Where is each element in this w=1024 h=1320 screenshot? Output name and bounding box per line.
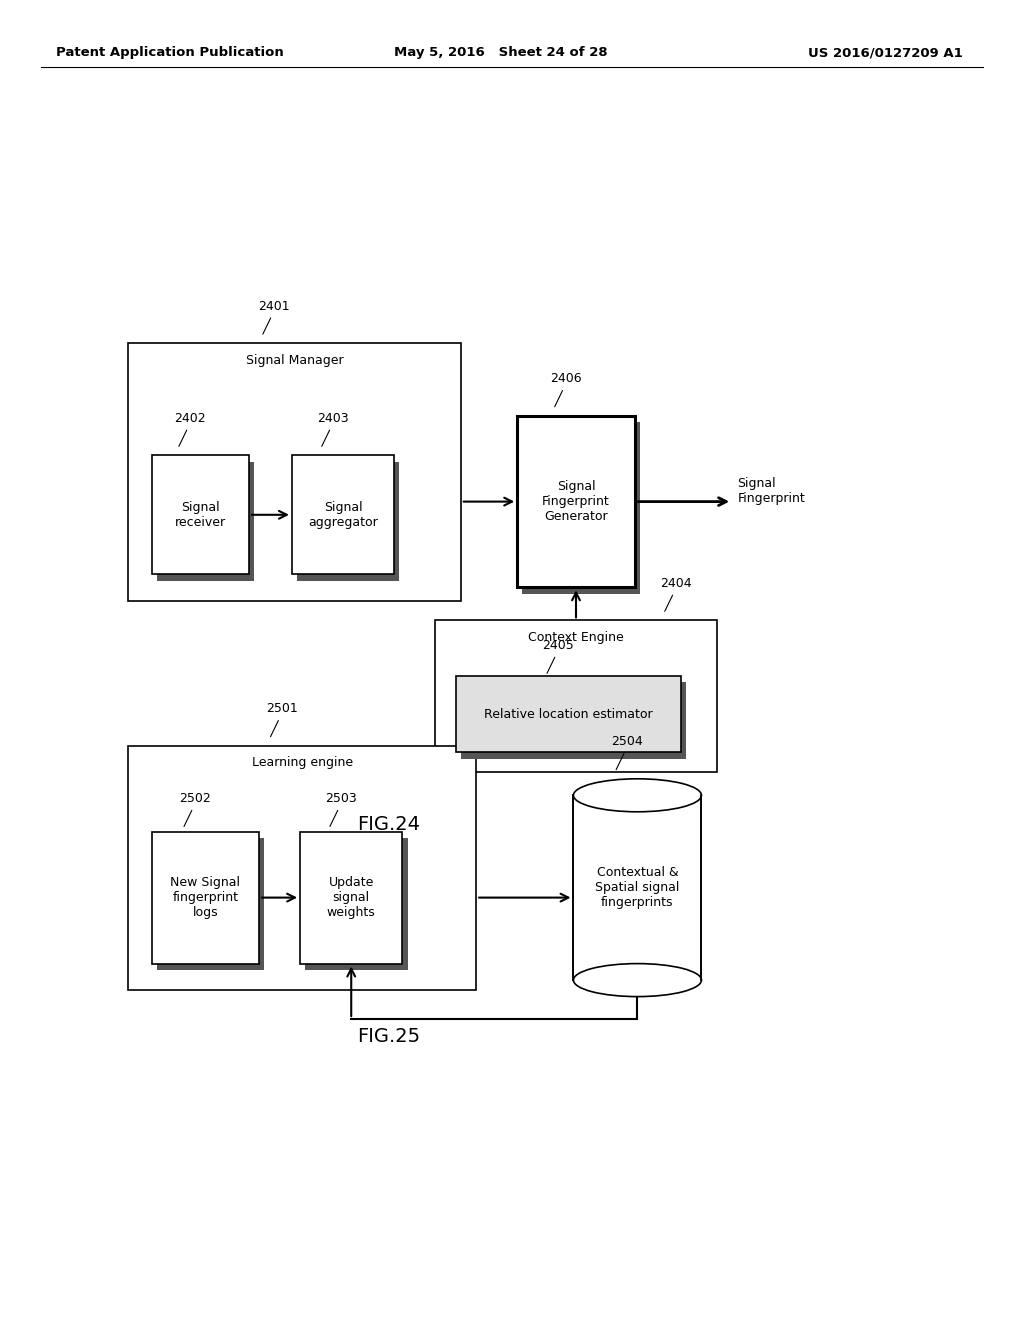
- Text: Contextual &
Spatial signal
fingerprints: Contextual & Spatial signal fingerprints: [595, 866, 680, 909]
- Bar: [152, 832, 259, 964]
- Text: Context Engine: Context Engine: [528, 631, 624, 644]
- Bar: [522, 422, 640, 594]
- Text: 2403: 2403: [317, 412, 348, 425]
- Bar: [517, 416, 635, 587]
- Ellipse shape: [573, 779, 701, 812]
- Text: 2503: 2503: [325, 792, 357, 805]
- Text: Signal
Fingerprint
Generator: Signal Fingerprint Generator: [542, 480, 610, 523]
- Bar: [128, 343, 461, 601]
- Ellipse shape: [573, 964, 701, 997]
- Text: Update
signal
weights: Update signal weights: [327, 876, 376, 919]
- Bar: [456, 676, 681, 752]
- Text: Learning engine: Learning engine: [252, 756, 352, 770]
- Text: 2401: 2401: [258, 300, 290, 313]
- Bar: [157, 462, 254, 581]
- Text: May 5, 2016   Sheet 24 of 28: May 5, 2016 Sheet 24 of 28: [394, 46, 608, 59]
- Bar: [128, 746, 476, 990]
- Bar: [297, 462, 399, 581]
- Bar: [461, 682, 686, 759]
- Bar: [292, 455, 394, 574]
- Bar: [305, 838, 408, 970]
- Text: 2501: 2501: [265, 702, 298, 715]
- Text: 2404: 2404: [660, 577, 691, 590]
- Bar: [300, 832, 402, 964]
- Text: 2406: 2406: [550, 372, 582, 385]
- Text: Relative location estimator: Relative location estimator: [484, 708, 652, 721]
- Bar: [435, 620, 717, 772]
- Text: FIG.25: FIG.25: [357, 1027, 421, 1045]
- Text: New Signal
fingerprint
logs: New Signal fingerprint logs: [170, 876, 241, 919]
- Text: 2502: 2502: [179, 792, 211, 805]
- Text: US 2016/0127209 A1: US 2016/0127209 A1: [808, 46, 963, 59]
- Text: FIG.24: FIG.24: [357, 816, 421, 834]
- Text: Signal
receiver: Signal receiver: [175, 500, 225, 529]
- Text: 2405: 2405: [542, 639, 574, 652]
- Bar: [157, 838, 264, 970]
- Text: 2402: 2402: [174, 412, 206, 425]
- Bar: [573, 795, 701, 979]
- Bar: [152, 455, 249, 574]
- Text: 2504: 2504: [611, 735, 643, 748]
- Text: Signal
aggregator: Signal aggregator: [308, 500, 378, 529]
- Text: Patent Application Publication: Patent Application Publication: [56, 46, 284, 59]
- Text: Signal Manager: Signal Manager: [246, 354, 343, 367]
- Text: Signal
Fingerprint: Signal Fingerprint: [737, 477, 805, 506]
